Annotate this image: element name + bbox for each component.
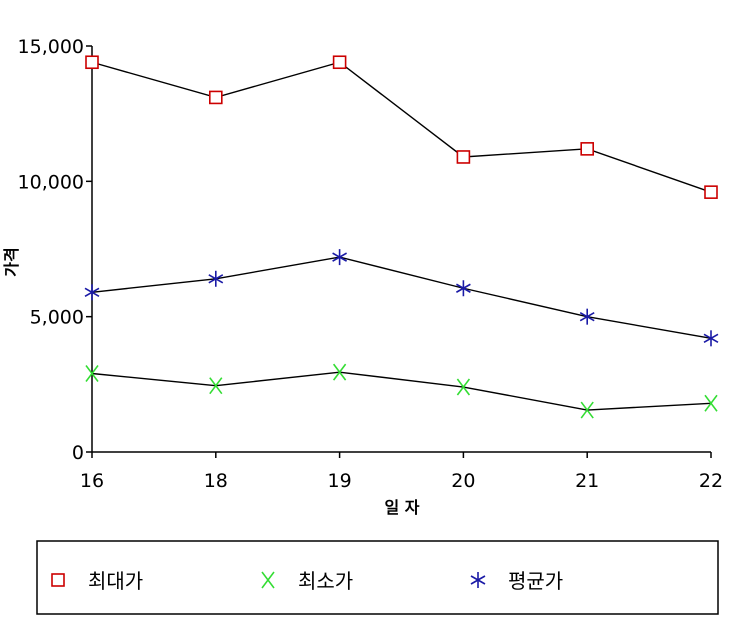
data-point-2-2	[332, 249, 347, 266]
data-point-0-0	[85, 55, 99, 70]
data-point-0-1	[209, 90, 223, 105]
data-point-1-1	[209, 377, 223, 395]
data-point-0-2	[332, 55, 347, 70]
legend-marker-1	[261, 571, 275, 589]
legend-box	[36, 540, 719, 615]
data-point-2-0	[84, 284, 100, 301]
series-lines	[91, 61, 712, 411]
data-point-1-2	[332, 363, 347, 381]
series-line-0	[91, 61, 712, 193]
legend-marker-2	[470, 572, 486, 588]
y-axis-title: 가격	[2, 247, 21, 276]
data-point-1-5	[704, 394, 718, 412]
x-tick-label: 19	[328, 470, 352, 492]
data-point-0-4	[580, 142, 595, 156]
y-ticks: 0 5,000 10,000 15,000	[18, 36, 92, 464]
x-tick-label: 22	[699, 470, 723, 492]
series-line-2	[91, 256, 712, 340]
data-point-1-4	[580, 401, 594, 419]
series-line-1	[91, 371, 712, 411]
x-tick-label: 16	[80, 470, 104, 492]
y-tick-label: 15,000	[18, 36, 84, 58]
legend-marker-0	[51, 573, 65, 587]
data-point-1-3	[456, 378, 471, 396]
legend-label-1: 최소가	[298, 569, 353, 593]
y-tick-label: 10,000	[18, 171, 84, 193]
legend: 최대가 최소가 평균가	[36, 540, 719, 615]
data-point-0-3	[456, 150, 471, 164]
legend-label-0: 최대가	[88, 569, 143, 593]
data-point-2-3	[456, 280, 471, 297]
series-markers	[84, 55, 719, 419]
data-point-2-1	[208, 270, 224, 287]
y-tick-label: 5,000	[30, 307, 84, 329]
axes	[91, 46, 711, 453]
x-ticks: 16 18 19 20 21 22	[80, 452, 723, 492]
x-tick-label: 20	[451, 470, 475, 492]
data-point-0-5	[704, 185, 718, 199]
x-tick-label: 21	[575, 470, 599, 492]
data-point-2-4	[579, 308, 595, 325]
y-tick-label: 0	[72, 442, 84, 464]
x-axis-title: 일 자	[384, 498, 419, 517]
x-tick-label: 18	[204, 470, 228, 492]
legend-label-2: 평균가	[508, 569, 563, 593]
data-point-2-5	[703, 330, 719, 347]
data-point-1-0	[85, 365, 99, 382]
